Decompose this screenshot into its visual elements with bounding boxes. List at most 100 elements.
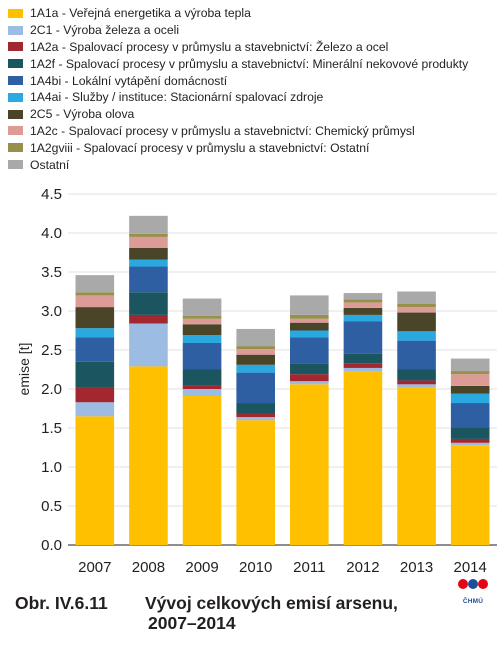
bar-segment xyxy=(290,381,329,385)
bar-segment xyxy=(75,416,115,545)
legend-item: 1A2a - Spalovací procesy v průmyslu a st… xyxy=(8,39,468,56)
bar-segment xyxy=(75,337,115,362)
caption-title-line-2: 2007–2014 xyxy=(148,613,236,633)
legend-swatch xyxy=(8,8,23,18)
legend-swatch xyxy=(8,126,23,136)
bar-segment xyxy=(450,403,490,428)
bar-segment xyxy=(450,385,490,394)
bar-segment xyxy=(397,312,436,332)
bar-segment xyxy=(129,366,168,545)
figure-caption: Obr. IV.6.11 Vývoj celkových emisí arsenu… xyxy=(15,593,398,633)
legend-item: 2C5 - Výroba olova xyxy=(8,106,468,123)
bar-segment xyxy=(343,307,383,315)
bar-segment xyxy=(129,233,168,237)
legend-label: Ostatní xyxy=(30,157,70,172)
bar-segment xyxy=(182,342,222,370)
bar-segment xyxy=(450,445,490,545)
bar-segment xyxy=(343,371,383,545)
bar-segment xyxy=(236,346,275,350)
bar-segment xyxy=(75,328,115,338)
bar-segment xyxy=(450,442,490,446)
legend-label: 1A4bi - Lokální vytápění domácností xyxy=(30,73,228,88)
legend-label: 1A4ai - Služby / instituce: Stacionární … xyxy=(30,90,324,105)
bar-segment xyxy=(129,236,168,248)
bar-segment xyxy=(397,380,436,385)
bar-segment xyxy=(397,303,436,308)
bar-segment xyxy=(129,323,168,367)
bar-segment xyxy=(236,372,275,404)
y-tick-label: 1.5 xyxy=(41,420,62,437)
bar-segment xyxy=(290,330,329,338)
legend-item: 1A2f - Spalovací procesy v průmyslu a st… xyxy=(8,55,468,72)
chart-bars xyxy=(75,215,490,545)
legend-swatch xyxy=(8,143,23,153)
bar-segment xyxy=(397,387,436,545)
bar-segment xyxy=(290,384,329,545)
bar-segment xyxy=(450,393,490,404)
bar-segment xyxy=(290,374,329,382)
bar-segment xyxy=(75,292,115,296)
legend-label: 2C1 - Výroba železa a oceli xyxy=(30,23,180,38)
x-tick-label: 2013 xyxy=(400,559,433,576)
bar-segment xyxy=(343,314,383,322)
bar-segment xyxy=(182,396,222,545)
chmu-logo-text: ČHMÚ xyxy=(462,598,484,605)
bar-segment xyxy=(290,322,329,331)
legend-swatch xyxy=(8,25,23,35)
bar-segment xyxy=(75,361,115,388)
chmu-logo-icon xyxy=(458,579,488,589)
y-axis-label: emise [t] xyxy=(16,343,32,396)
bar-segment xyxy=(236,403,275,414)
stacked-bar-chart: 0.00.51.01.52.02.53.03.54.04.5 2007 2008 2… xyxy=(16,186,497,576)
bar-segment xyxy=(129,314,168,324)
x-tick-label: 2009 xyxy=(185,559,218,576)
bar-segment xyxy=(290,318,329,323)
bar-segment xyxy=(129,259,168,267)
bar-segment xyxy=(236,417,275,421)
bar-segment xyxy=(343,353,383,364)
bar-segment xyxy=(397,331,436,341)
legend-swatch xyxy=(8,76,23,86)
bar-segment xyxy=(236,349,275,355)
bar-segment xyxy=(182,318,222,325)
chart-legend: 1A1a - Veřejná energetika a výroba tepla… xyxy=(8,5,468,173)
bar-segment xyxy=(397,384,436,388)
caption-line-1: Obr. IV.6.11 Vývoj celkových emisí arsenu… xyxy=(15,593,398,613)
bar-segment xyxy=(182,298,222,316)
legend-label: 1A2f - Spalovací procesy v průmyslu a st… xyxy=(30,56,469,71)
bar-segment xyxy=(236,364,275,373)
bar-segment xyxy=(182,324,222,336)
bar-segment xyxy=(75,402,115,417)
y-tick-label: 3.0 xyxy=(41,303,62,320)
bar-segment xyxy=(450,374,490,386)
bar-segment xyxy=(75,275,115,293)
bar-segment xyxy=(129,247,168,260)
x-tick-label: 2007 xyxy=(78,559,111,576)
bar-segment xyxy=(343,363,383,368)
bar-segment xyxy=(450,438,490,443)
legend-item: 1A4ai - Služby / instituce: Stacionární … xyxy=(8,89,468,106)
legend-item: 1A4bi - Lokální vytápění domácností xyxy=(8,72,468,89)
bar-segment xyxy=(290,363,329,375)
bar-segment xyxy=(343,367,383,372)
bar-segment xyxy=(75,387,115,403)
bar-segment xyxy=(182,385,222,389)
y-tick-label: 1.0 xyxy=(41,459,62,476)
x-tick-label: 2014 xyxy=(454,559,487,576)
bar-segment xyxy=(129,266,168,293)
legend-label: 2C5 - Výroba olova xyxy=(30,107,135,122)
bar-segment xyxy=(129,215,168,234)
legend-swatch xyxy=(8,109,23,119)
bar-segment xyxy=(397,340,436,370)
bar-segment xyxy=(343,321,383,354)
bar-segment xyxy=(290,337,329,364)
legend-label: 1A2c - Spalovací procesy v průmyslu a st… xyxy=(30,123,415,138)
bar-segment xyxy=(397,369,436,381)
bar-segment xyxy=(290,295,329,315)
bar-segment xyxy=(182,369,222,386)
bar-segment xyxy=(343,302,383,308)
bar-segment xyxy=(182,315,222,319)
y-tick-label: 0.0 xyxy=(41,537,62,554)
bar-segment xyxy=(182,335,222,343)
legend-item: 1A1a - Veřejná energetika a výroba tepla xyxy=(8,5,468,22)
